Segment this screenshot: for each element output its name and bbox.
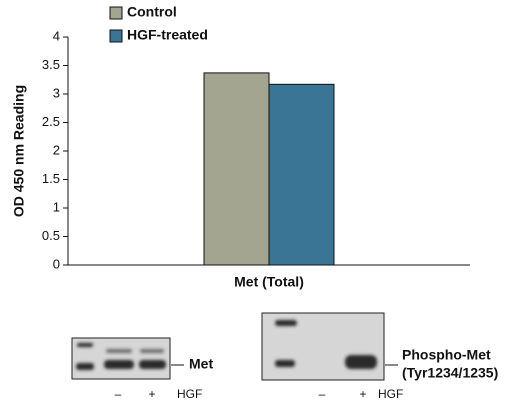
bar	[269, 84, 334, 265]
blot-label: Phospho-Met	[402, 347, 491, 363]
y-tick-label: 1	[53, 199, 60, 214]
lane-label: –	[319, 387, 326, 401]
y-tick-label: 2.5	[42, 114, 60, 129]
legend-label: Control	[127, 4, 177, 20]
treatment-label: HGF	[378, 387, 403, 401]
legend-swatch	[110, 30, 122, 42]
legend-label: HGF-treated	[127, 27, 208, 43]
lane-label: +	[359, 387, 366, 401]
blot-label: Met	[189, 356, 213, 372]
treatment-label: HGF	[177, 387, 202, 401]
blot-image	[262, 313, 398, 380]
y-tick-label: 2	[53, 142, 60, 157]
y-tick-label: 3.5	[42, 57, 60, 72]
y-tick-label: 1.5	[42, 171, 60, 186]
legend-swatch	[110, 7, 122, 19]
y-tick-label: 0.5	[42, 228, 60, 243]
figure: OD 450 nm Reading 0 0.5 1 1.5 2 2.5 3 3.5 4 Met (…	[0, 0, 521, 402]
bar	[204, 73, 269, 265]
y-tick-label: 3	[53, 85, 60, 100]
blot-image	[72, 338, 184, 379]
lane-label: –	[115, 387, 122, 401]
lane-label: +	[148, 387, 155, 401]
x-tick-label: Met (Total)	[234, 274, 304, 290]
y-tick-label: 4	[53, 28, 60, 43]
blot-label: (Tyr1234/1235)	[402, 365, 498, 381]
y-axis-title: OD 450 nm Reading	[11, 85, 27, 217]
y-tick-label: 0	[53, 256, 60, 271]
